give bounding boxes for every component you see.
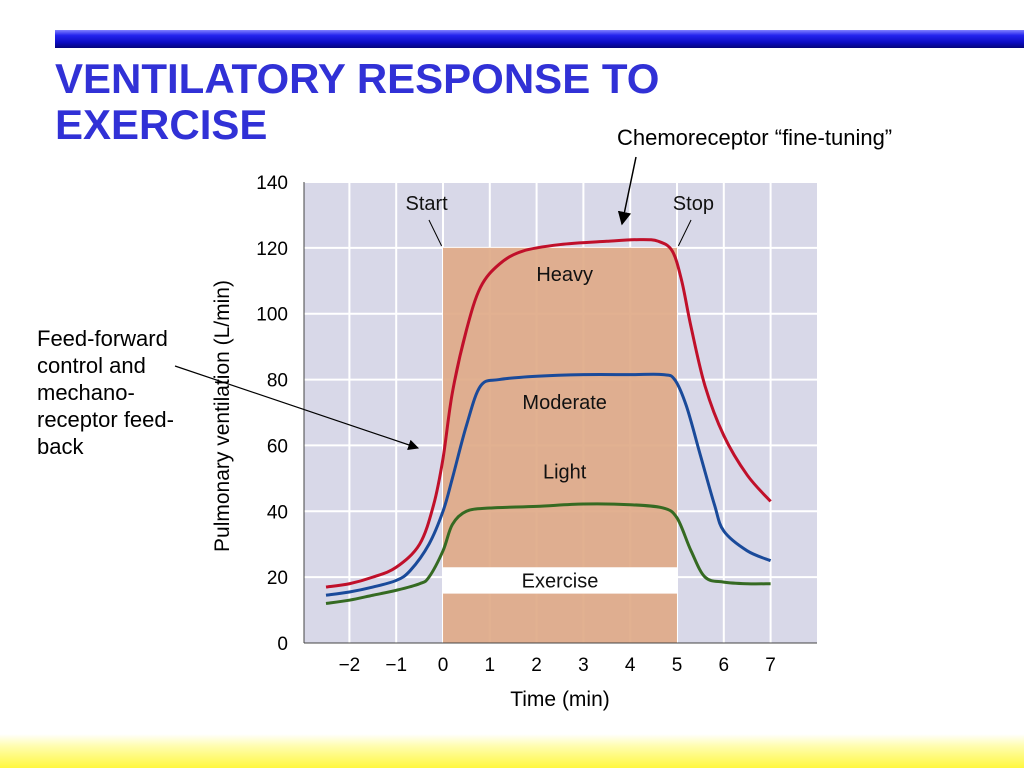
exercise-label-band: [443, 567, 677, 594]
y-tick-label: 100: [256, 305, 288, 326]
feed-forward-arrow: [174, 365, 420, 451]
y-axis-title: Pulmonary ventilation (L/min): [211, 280, 234, 552]
y-tick-label: 0: [277, 634, 288, 655]
feed-forward-callout: Feed-forward control and mechano-recepto…: [37, 326, 174, 459]
stop-annotation: Stop: [673, 193, 714, 215]
x-tick-label: 0: [438, 655, 449, 676]
exercise-label: Exercise: [522, 570, 599, 592]
y-tick-label: 60: [267, 436, 288, 457]
x-tick-label: 4: [625, 655, 636, 676]
x-tick-label: 1: [485, 655, 496, 676]
chemoreceptor-callout: Chemoreceptor “fine-tuning”: [617, 125, 893, 150]
x-axis-title: Time (min): [510, 688, 610, 711]
stop-leader-line: [677, 219, 692, 247]
slide-title-line-2: EXERCISE: [55, 101, 268, 148]
y-tick-labels: 0 20 40 60 80 100 120 140: [256, 173, 288, 655]
chemoreceptor-arrow: [617, 156, 637, 226]
x-tick-labels: −2 −1 0 1 2 3 4 5 6 7: [339, 655, 776, 676]
series-labels: Heavy Moderate Light: [522, 264, 607, 484]
x-tick-label: −2: [339, 655, 361, 676]
title-decoration-bar: [55, 30, 1024, 48]
series-label-heavy: Heavy: [536, 264, 593, 286]
x-tick-label: 2: [531, 655, 542, 676]
x-tick-label: 5: [672, 655, 683, 676]
series-line-moderate: [325, 372, 772, 597]
footer-decoration-bar: [0, 734, 1024, 768]
start-leader-line: [428, 219, 443, 247]
start-annotation: Start: [405, 193, 448, 215]
slide-title-line-1: VENTILATORY RESPONSE TO: [55, 55, 660, 102]
slide-title: VENTILATORY RESPONSE TO EXERCISE: [55, 56, 659, 148]
x-tick-label: 6: [719, 655, 730, 676]
x-tick-label: −1: [385, 655, 407, 676]
y-tick-label: 140: [256, 173, 288, 194]
series-line-light: [325, 502, 771, 605]
x-tick-label: 7: [765, 655, 776, 676]
y-tick-label: 20: [267, 568, 288, 589]
y-tick-label: 80: [267, 371, 288, 392]
x-tick-label: 3: [578, 655, 589, 676]
series-label-light: Light: [543, 461, 587, 483]
y-tick-label: 120: [256, 239, 288, 260]
series-line-heavy: [325, 238, 772, 589]
axes: [303, 182, 817, 644]
series-label-moderate: Moderate: [522, 392, 607, 414]
series-lines: [325, 238, 772, 605]
y-tick-label: 40: [267, 502, 288, 523]
